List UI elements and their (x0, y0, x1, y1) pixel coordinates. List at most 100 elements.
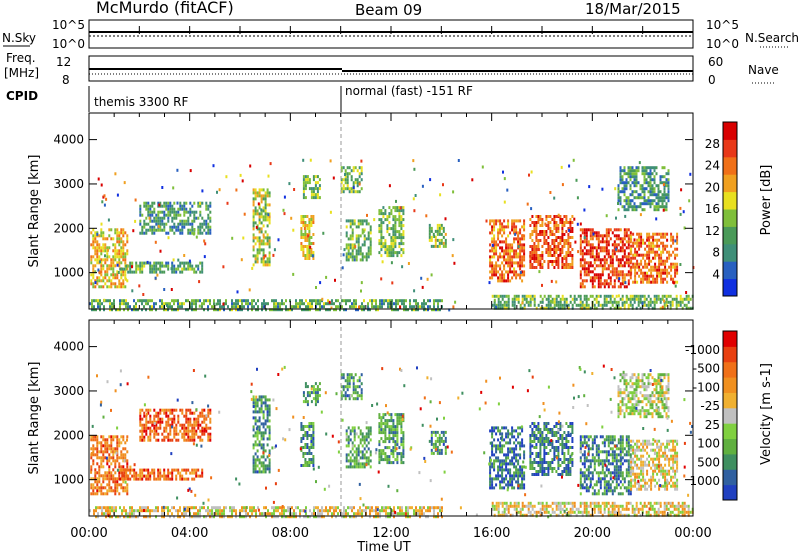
velocity-echo-cell (254, 440, 257, 444)
power-echo-cell (222, 302, 225, 306)
power-echo-cell (100, 252, 103, 256)
power-echo-cell (245, 299, 247, 303)
power-echo-cell (167, 267, 170, 271)
power-echo-cell (665, 205, 668, 209)
power-echo-cell (635, 169, 638, 173)
power-echo-cell (207, 207, 210, 211)
velocity-echo-cell (141, 468, 144, 472)
power-echo-cell (108, 255, 111, 259)
velocity-echo-cell (365, 459, 368, 463)
power-echo-cell (300, 248, 303, 251)
power-echo-cell (181, 222, 184, 226)
power-echo-cell (403, 305, 405, 309)
power-echo-cell (497, 258, 500, 262)
velocity-echo-cell (386, 419, 389, 423)
velocity-echo-cell (491, 453, 494, 457)
power-echo-cell (603, 240, 606, 244)
velocity-echo-cell (390, 431, 393, 435)
power-echo-cell (535, 224, 538, 227)
power-echo-cell (519, 271, 522, 274)
velocity-echo-cell (340, 373, 343, 377)
power-echo-cell (537, 254, 540, 257)
power-echo-cell (645, 187, 648, 191)
velocity-echo-cell (181, 435, 184, 439)
power-echo-cell (663, 187, 666, 191)
power-echo-cell (623, 187, 626, 191)
power-echo-cell (306, 227, 309, 230)
velocity-echo-cell (254, 434, 257, 438)
velocity-echo-cell (121, 477, 124, 481)
velocity-echo-cell (505, 459, 508, 463)
power-echo-cell (304, 196, 307, 200)
power-echo-cell (638, 265, 641, 269)
power-echo-cell (201, 261, 204, 265)
velocity-echo-cell (312, 434, 315, 437)
power-echo-cell (253, 299, 255, 303)
power-echo-cell (631, 175, 634, 179)
power-echo-cell (605, 231, 608, 235)
power-echo-cell (308, 224, 311, 227)
velocity-echo-cell (102, 492, 105, 496)
power-echo-cell (123, 267, 126, 271)
velocity-echo-cell (353, 462, 356, 466)
power-echo-cell (434, 241, 437, 245)
power-echo-cell (495, 261, 498, 265)
velocity-echo-cell (388, 446, 391, 450)
power-echo-cell (350, 178, 353, 182)
power-echo-cell (535, 251, 538, 254)
power-echo-cell (619, 175, 622, 179)
power-echo-cell (330, 306, 333, 310)
power-echo-cell (656, 265, 659, 269)
velocity-echo-cell (346, 376, 349, 380)
power-echo-cell (597, 285, 600, 289)
power-echo-cell (167, 204, 170, 208)
power-echo-cell (657, 184, 660, 188)
power-echo-cell (597, 237, 600, 241)
power-echo-cell (345, 308, 347, 312)
power-echo-cell (201, 189, 204, 193)
power-echo-cell (654, 238, 657, 242)
velocity-echo-cell (262, 413, 265, 417)
velocity-echo-cell (356, 385, 359, 389)
power-echo-cell (561, 224, 564, 227)
velocity-echo-cell (205, 429, 208, 433)
velocity-echo-cell (308, 449, 311, 452)
velocity-echo-cell (147, 426, 150, 430)
power-echo-cell (585, 243, 588, 247)
power-echo-cell (547, 263, 550, 266)
power-echo-cell (201, 270, 204, 274)
velocity-echo-cell (430, 451, 433, 455)
power-echo-cell (392, 233, 395, 237)
power-echo-cell (309, 158, 312, 162)
power-echo-cell (360, 169, 363, 173)
power-echo-cell (314, 175, 317, 179)
velocity-echo-cell (489, 468, 492, 472)
power-echo-cell (659, 205, 662, 209)
power-echo-cell (553, 266, 556, 269)
power-echo-cell (615, 300, 618, 304)
power-echo-cell (342, 184, 345, 188)
power-echo-cell (205, 231, 208, 235)
power-echo-cell (358, 166, 361, 170)
velocity-echo-cell (266, 437, 269, 441)
velocity-echo-cell (442, 430, 445, 434)
velocity-echo-cell (308, 394, 311, 398)
velocity-echo-cell (264, 407, 267, 411)
power-echo-cell (393, 308, 395, 312)
power-echo-cell (127, 302, 129, 306)
velocity-echo-cell (497, 444, 500, 448)
velocity-echo-cell (507, 453, 510, 457)
power-echo-cell (561, 183, 564, 187)
velocity-echo-cell (171, 417, 174, 421)
power-echo-cell (161, 305, 163, 309)
power-echo-cell (100, 279, 103, 283)
power-echo-cell (260, 194, 263, 198)
power-echo-cell (567, 221, 570, 224)
power-echo-cell (685, 294, 688, 298)
power-echo-cell (90, 261, 93, 265)
power-echo-cell (268, 251, 271, 255)
power-echo-cell (641, 187, 644, 191)
power-echo-cell (529, 303, 532, 307)
velocity-echo-cell (345, 465, 348, 469)
power-echo-cell (388, 215, 391, 219)
